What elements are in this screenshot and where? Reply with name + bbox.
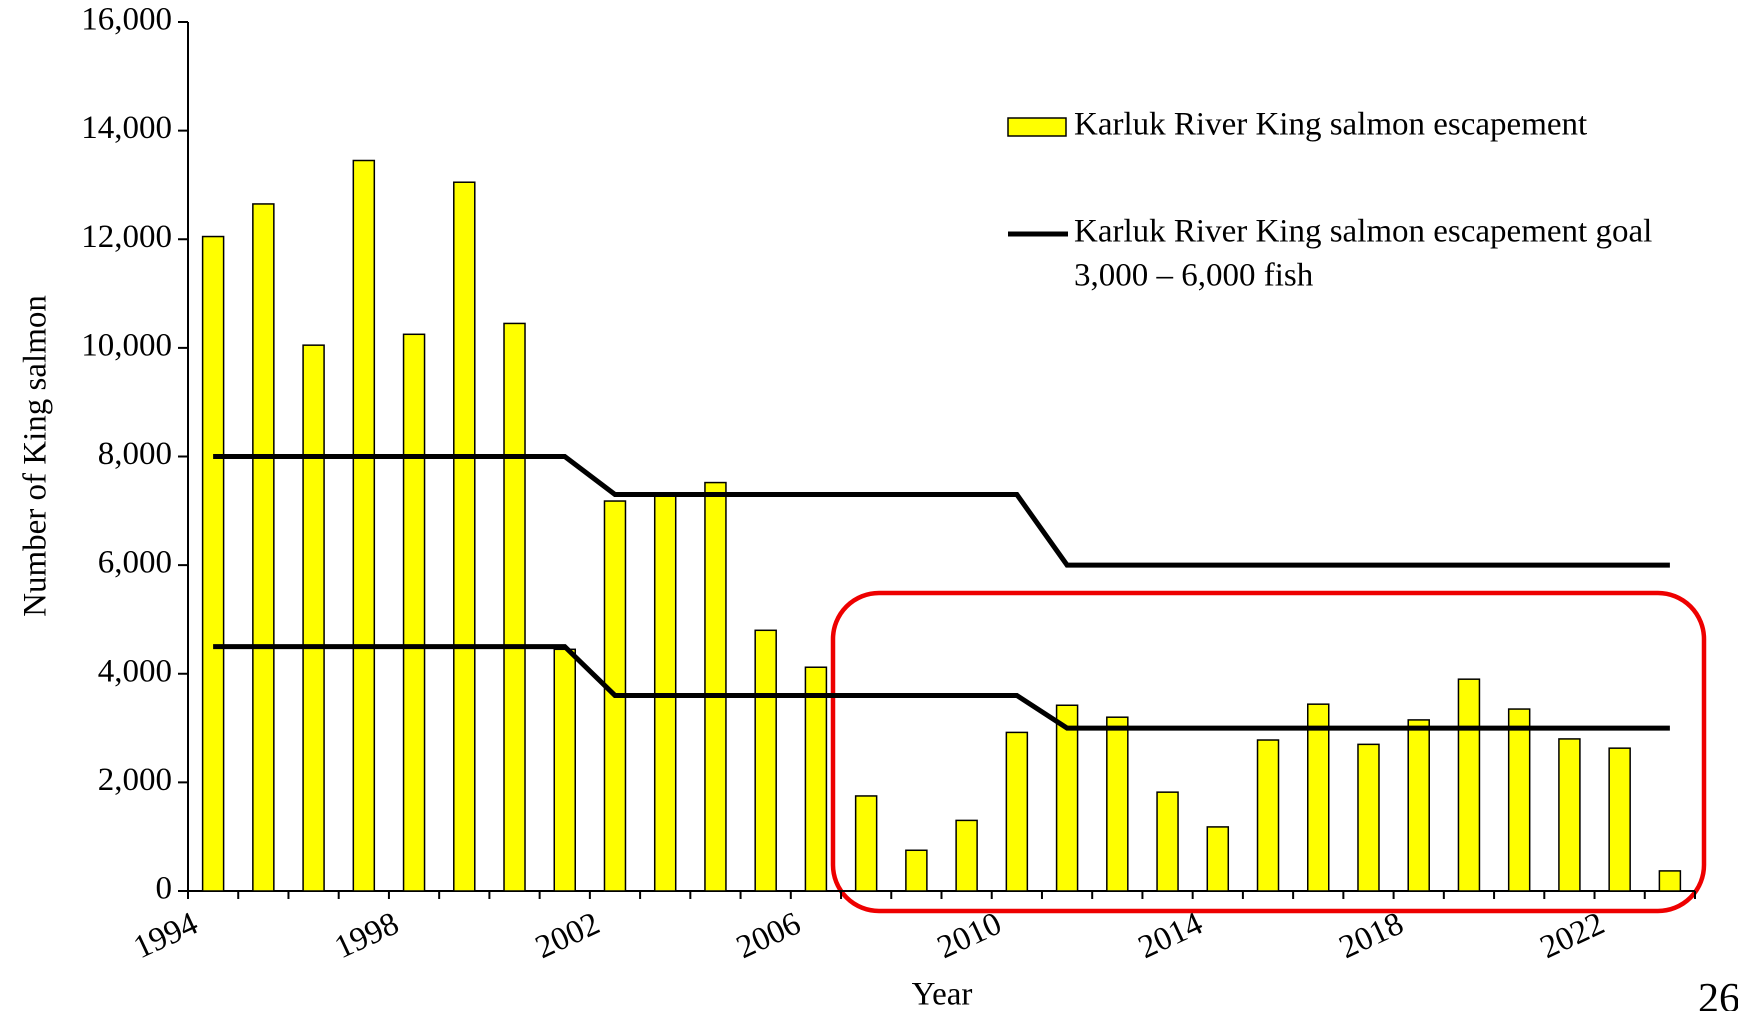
legend-label: Karluk River King salmon escapement goal [1074,214,1652,250]
bar [754,629,777,892]
x-tick-label: 1994 [128,906,203,967]
bar [402,333,426,892]
y-tick-label: 16,000 [81,2,172,38]
bar [1005,731,1029,892]
bar [1608,747,1631,892]
bar [453,181,476,892]
y-tick-label: 0 [156,871,173,907]
x-axis-label: Year [912,977,973,1011]
y-tick-label: 14,000 [81,110,172,146]
legend-label: Karluk River King salmon escapement [1074,107,1587,143]
y-tick-label: 12,000 [81,219,172,255]
bar [302,344,325,892]
x-tick-label: 2014 [1133,906,1208,967]
bar [1658,870,1682,892]
bar [1256,739,1280,892]
bar [352,159,376,892]
highlight-box [830,590,1707,914]
legend-note: 3,000 – 6,000 fish [1074,258,1314,294]
x-tick-label: 2018 [1334,906,1409,967]
bar [653,493,677,892]
bar [201,235,225,892]
bar [704,481,727,892]
bar [1156,791,1179,892]
x-tick-label: 2006 [731,906,806,967]
y-tick-label: 10,000 [81,327,172,363]
x-tick-label: 2010 [932,906,1007,967]
goal-line [213,644,1670,731]
bar [1457,678,1481,892]
bar [1055,704,1079,892]
y-tick-label: 4,000 [98,653,172,689]
bar [854,795,878,892]
bar [905,849,928,892]
y-axis-label: Number of King salmon [18,295,54,617]
bar [1357,743,1380,892]
bar [1307,703,1330,892]
y-tick-label: 6,000 [98,545,172,581]
y-tick-label: 8,000 [98,436,172,472]
x-tick-label: 1998 [329,906,404,967]
bar [1507,708,1531,892]
bar [955,819,978,892]
legend-swatch [1007,117,1067,137]
x-tick-label: 2022 [1535,906,1610,967]
bar [1106,716,1129,892]
bar [553,648,576,892]
bar [804,666,828,892]
y-tick-label: 2,000 [98,762,172,798]
bar [252,203,275,892]
bar [1407,719,1430,892]
bar [1558,738,1581,892]
goal-line [213,454,1670,568]
bar [1206,826,1230,892]
bar [503,322,526,892]
page-number: 26 [1698,976,1738,1011]
x-tick-label: 2002 [530,906,605,967]
